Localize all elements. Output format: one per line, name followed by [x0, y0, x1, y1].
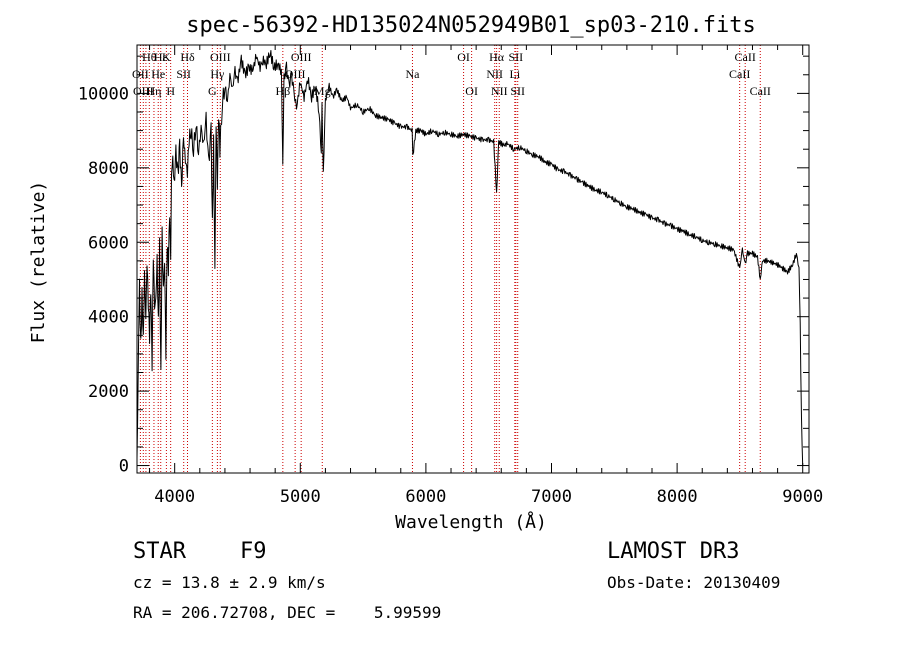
x-tick-label: 7000 — [531, 487, 572, 507]
spectral-line-label: OII — [132, 67, 149, 81]
spectral-line-label: OIII — [285, 67, 306, 81]
spectral-line-label: CaII — [729, 67, 750, 81]
spectral-line-label: SII — [508, 50, 523, 64]
y-tick-label: 6000 — [88, 233, 129, 253]
spectral-line-label: Hη — [146, 84, 161, 98]
spectrum-series-line — [136, 50, 804, 466]
spectral-line-label: Li — [509, 67, 520, 81]
y-tick-label: 8000 — [88, 159, 129, 179]
spectral-line-label: Hθ — [142, 50, 157, 64]
spectral-line-label: Na — [405, 67, 420, 81]
object-type: STAR — [133, 539, 186, 564]
spectral-line-label: G — [208, 84, 217, 98]
spectral-line-label: NII — [491, 84, 508, 98]
y-tick-label: 10000 — [78, 84, 129, 104]
spectral-line-label: SII — [176, 67, 191, 81]
x-axis-label: Wavelength (Å) — [395, 511, 547, 533]
x-axis-ticks: 4000 5000 6000 7000 8000 9000 — [149, 45, 823, 507]
survey-name: LAMOST DR3 — [607, 539, 740, 564]
y-axis-label: Flux (relative) — [28, 181, 49, 344]
spectral-line-label: He — [151, 67, 165, 81]
spectral-line-label: NII — [486, 67, 503, 81]
redshift-text: cz = 13.8 ± 2.9 km/s — [133, 573, 326, 592]
x-tick-label: 9000 — [782, 487, 823, 507]
spectral-line-label: OIII — [291, 50, 312, 64]
spectral-line-label: Hδ — [180, 50, 195, 64]
spectral-line-label: SII — [510, 84, 525, 98]
spectral-line-label: Hβ — [275, 84, 290, 98]
x-tick-label: 8000 — [657, 487, 698, 507]
y-tick-label: 2000 — [88, 382, 129, 402]
spectral-line-label: Hγ — [210, 67, 225, 81]
spectral-line-label: CaII — [750, 84, 771, 98]
spectral-line-label: OIII — [210, 50, 231, 64]
line-markers — [139, 45, 761, 473]
spectral-line-label: OI — [465, 84, 478, 98]
spectral-line-label: K — [162, 50, 171, 64]
plot-frame — [136, 44, 810, 474]
y-tick-label: 4000 — [88, 308, 129, 328]
spectral-subclass: F9 — [240, 539, 267, 564]
spectral-line-label: CaII — [735, 50, 756, 64]
spectral-line-label: OI — [457, 50, 470, 64]
coordinates-text: RA = 206.72708, DEC = 5.99599 — [133, 603, 442, 622]
chart-title: spec-56392-HD135024N052949B01_sp03-210.f… — [186, 13, 756, 38]
y-axis-ticks: 0 2000 4000 6000 8000 10000 — [78, 55, 809, 477]
spectral-line-label: OIII — [133, 84, 154, 98]
obs-date-text: Obs-Date: 20130409 — [607, 573, 781, 592]
spectral-line-label: Hε — [154, 50, 168, 64]
x-tick-label: 4000 — [154, 487, 195, 507]
spectral-line-label: H — [166, 84, 175, 98]
x-tick-label: 6000 — [405, 487, 446, 507]
y-tick-label: 0 — [119, 457, 129, 477]
x-tick-label: 5000 — [280, 487, 321, 507]
spectral-line-label: Hα — [489, 50, 505, 64]
